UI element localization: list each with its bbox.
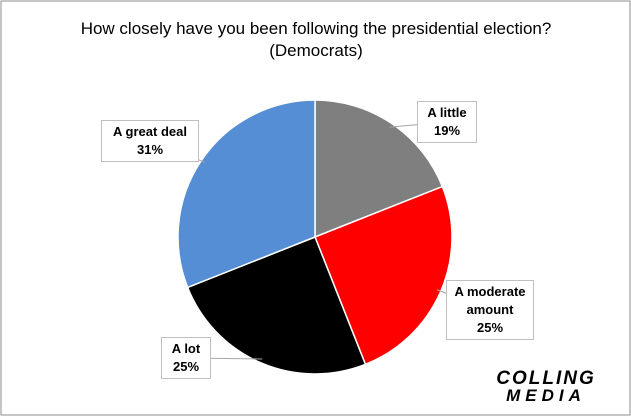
pie-slice xyxy=(177,99,316,289)
label-value: 31% xyxy=(136,142,164,157)
pie-slice xyxy=(314,99,444,239)
label-category: A lot xyxy=(171,341,201,356)
label-value: 19% xyxy=(433,123,461,138)
chart-title: How closely have you been following the … xyxy=(81,19,552,38)
label-category: A moderate amount xyxy=(454,284,526,317)
label-category: A great deal xyxy=(113,124,187,139)
pie-slice xyxy=(186,236,367,375)
data-label: A great deal 31% xyxy=(101,120,199,162)
label-value: 25% xyxy=(172,359,200,374)
logo-line1: COLLING xyxy=(496,368,596,389)
data-label: A moderate amount 25% xyxy=(446,280,534,340)
label-value: 25% xyxy=(476,320,504,335)
data-label: A little 19% xyxy=(417,101,477,143)
label-category: A little xyxy=(427,105,467,120)
logo-line2: MEDIA xyxy=(506,386,586,405)
data-label: A lot 25% xyxy=(161,337,211,379)
chart-subtitle: (Democrats) xyxy=(269,41,363,60)
pie xyxy=(177,99,453,375)
